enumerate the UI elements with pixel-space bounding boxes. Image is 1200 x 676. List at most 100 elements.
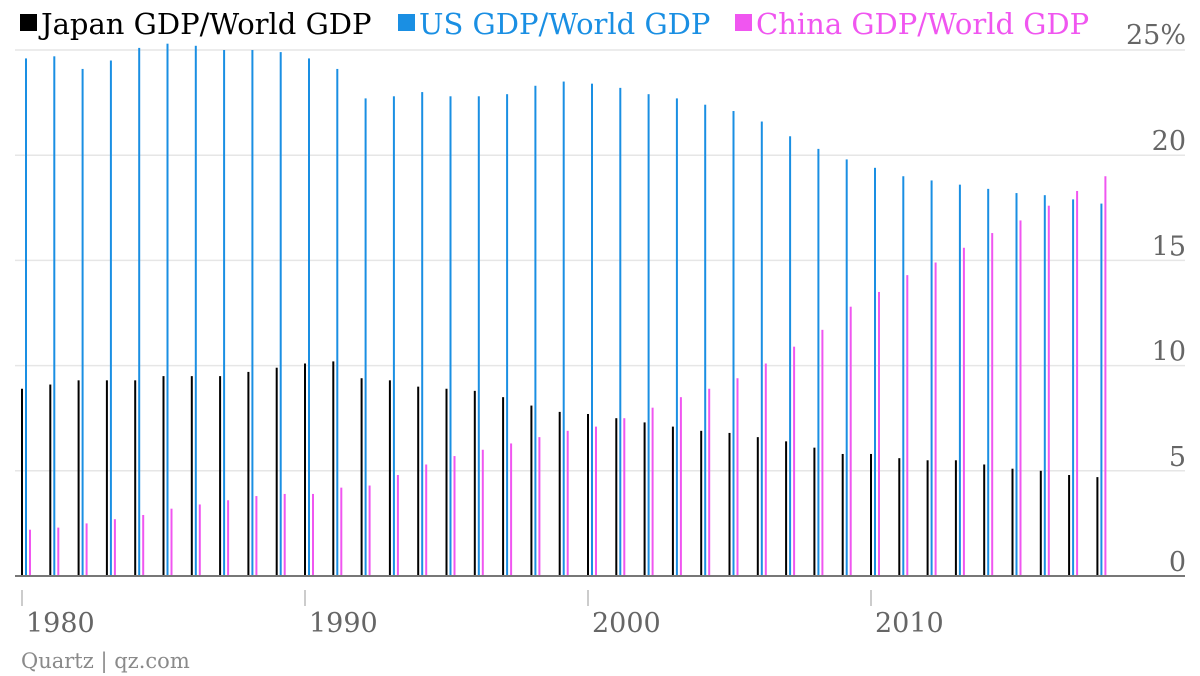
x-tick-label: 2000 bbox=[592, 608, 661, 639]
bar-japan-2011 bbox=[898, 458, 901, 576]
bar-japan-2018 bbox=[1096, 477, 1099, 576]
bar-us-2014 bbox=[987, 188, 990, 576]
bar-japan-2002 bbox=[643, 422, 646, 576]
legend-swatch-us bbox=[398, 14, 415, 31]
bar-japan-2008 bbox=[813, 447, 816, 576]
y-tick-label: 15 bbox=[1152, 231, 1186, 262]
bar-us-2012 bbox=[930, 180, 933, 576]
bar-china-2017 bbox=[1076, 190, 1079, 576]
bar-japan-1999 bbox=[558, 411, 561, 576]
x-axis: 1980 1990 2000 2010 bbox=[15, 575, 1185, 639]
legend-label-china: China GDP/World GDP bbox=[756, 7, 1089, 41]
bar-china-2008 bbox=[821, 329, 824, 576]
bar-china-1999 bbox=[566, 430, 569, 576]
bar-china-1980 bbox=[29, 529, 31, 576]
bar-japan-2010 bbox=[870, 453, 872, 576]
bar-japan-2000 bbox=[587, 413, 589, 576]
bar-china-2000 bbox=[595, 426, 597, 576]
bar-china-2001 bbox=[623, 418, 626, 576]
x-tick-label: 1980 bbox=[26, 608, 95, 639]
bar-china-2004 bbox=[708, 388, 711, 576]
bar-japan-1982 bbox=[77, 380, 80, 576]
bar-us-2016 bbox=[1043, 195, 1046, 576]
bar-us-2008 bbox=[817, 148, 820, 576]
bar-japan-1996 bbox=[473, 390, 476, 576]
legend-swatch-china bbox=[735, 14, 752, 31]
bar-japan-1989 bbox=[275, 367, 278, 576]
bar-us-1992 bbox=[364, 98, 367, 576]
bar-japan-1988 bbox=[247, 371, 250, 576]
bar-us-1981 bbox=[53, 56, 56, 576]
bar-japan-1992 bbox=[360, 378, 363, 576]
bar-japan-1986 bbox=[190, 376, 193, 576]
bar-us-2013 bbox=[958, 184, 961, 576]
bar-us-2000 bbox=[591, 83, 593, 576]
bar-china-2006 bbox=[764, 363, 767, 576]
bar-us-2009 bbox=[845, 159, 848, 576]
bar-us-2003 bbox=[675, 98, 678, 576]
bar-china-1983 bbox=[113, 519, 116, 576]
bar-us-1983 bbox=[109, 60, 112, 576]
bar-china-2005 bbox=[736, 378, 739, 576]
bar-japan-2006 bbox=[756, 437, 759, 576]
bar-us-1982 bbox=[81, 68, 84, 576]
bar-japan-1987 bbox=[219, 376, 222, 576]
bar-china-2012 bbox=[934, 262, 937, 576]
bar-china-1981 bbox=[57, 527, 60, 576]
bar-china-1996 bbox=[481, 449, 484, 576]
bar-us-1997 bbox=[506, 94, 509, 577]
bar-japan-2013 bbox=[954, 460, 957, 576]
bar-us-1987 bbox=[223, 50, 226, 576]
bar-us-1998 bbox=[534, 85, 537, 576]
bar-us-2007 bbox=[789, 136, 792, 576]
bar-us-1985 bbox=[166, 43, 169, 577]
bar-japan-2004 bbox=[700, 430, 703, 576]
bar-us-2001 bbox=[619, 87, 622, 576]
y-tick-label: 20 bbox=[1152, 126, 1186, 157]
bar-china-1993 bbox=[396, 475, 399, 576]
bar-china-2011 bbox=[906, 275, 909, 576]
bar-china-2013 bbox=[962, 247, 965, 576]
bar-japan-2014 bbox=[983, 464, 986, 576]
gridlines bbox=[15, 49, 1185, 472]
bar-china-1990 bbox=[312, 493, 314, 576]
bar-japan-2015 bbox=[1011, 468, 1014, 576]
bar-china-1988 bbox=[255, 496, 258, 576]
bar-china-2002 bbox=[651, 407, 654, 576]
bar-japan-1984 bbox=[134, 380, 137, 576]
bar-japan-1994 bbox=[417, 386, 420, 576]
bar-japan-2001 bbox=[615, 418, 618, 576]
bar-china-2003 bbox=[679, 397, 682, 576]
bar-us-1993 bbox=[392, 96, 395, 577]
bar-japan-1997 bbox=[502, 397, 505, 576]
y-tick-label: 0 bbox=[1169, 547, 1186, 578]
bar-us-1991 bbox=[336, 68, 339, 576]
x-tick-label: 2010 bbox=[875, 608, 944, 639]
source-label: Quartz | qz.com bbox=[21, 649, 190, 674]
bar-japan-2016 bbox=[1039, 470, 1042, 576]
bar-us-1980 bbox=[25, 58, 27, 576]
legend-swatch-japan bbox=[20, 14, 37, 31]
bar-japan-2009 bbox=[841, 453, 844, 576]
bar-us-2010 bbox=[874, 167, 876, 576]
legend: Japan GDP/World GDP US GDP/World GDP China… bbox=[20, 7, 1089, 41]
bar-us-2006 bbox=[760, 121, 763, 576]
bar-china-1982 bbox=[85, 523, 88, 576]
bar-japan-2012 bbox=[926, 460, 929, 576]
bar-china-1998 bbox=[538, 437, 541, 576]
bar-japan-2007 bbox=[785, 441, 788, 576]
bar-japan-2005 bbox=[728, 432, 731, 576]
bar-us-2017 bbox=[1072, 199, 1075, 576]
bar-us-1988 bbox=[251, 50, 254, 576]
bar-japan-1990 bbox=[304, 363, 306, 576]
bar-japan-1991 bbox=[332, 361, 335, 576]
bar-us-2005 bbox=[732, 111, 735, 577]
bar-us-2018 bbox=[1100, 203, 1103, 577]
bar-us-2002 bbox=[647, 94, 650, 577]
legend-label-us: US GDP/World GDP bbox=[419, 7, 710, 41]
bar-china-1995 bbox=[453, 456, 456, 576]
bar-japan-1983 bbox=[105, 380, 108, 576]
bar-china-2018 bbox=[1104, 176, 1107, 577]
x-tick-label: 1990 bbox=[309, 608, 378, 639]
